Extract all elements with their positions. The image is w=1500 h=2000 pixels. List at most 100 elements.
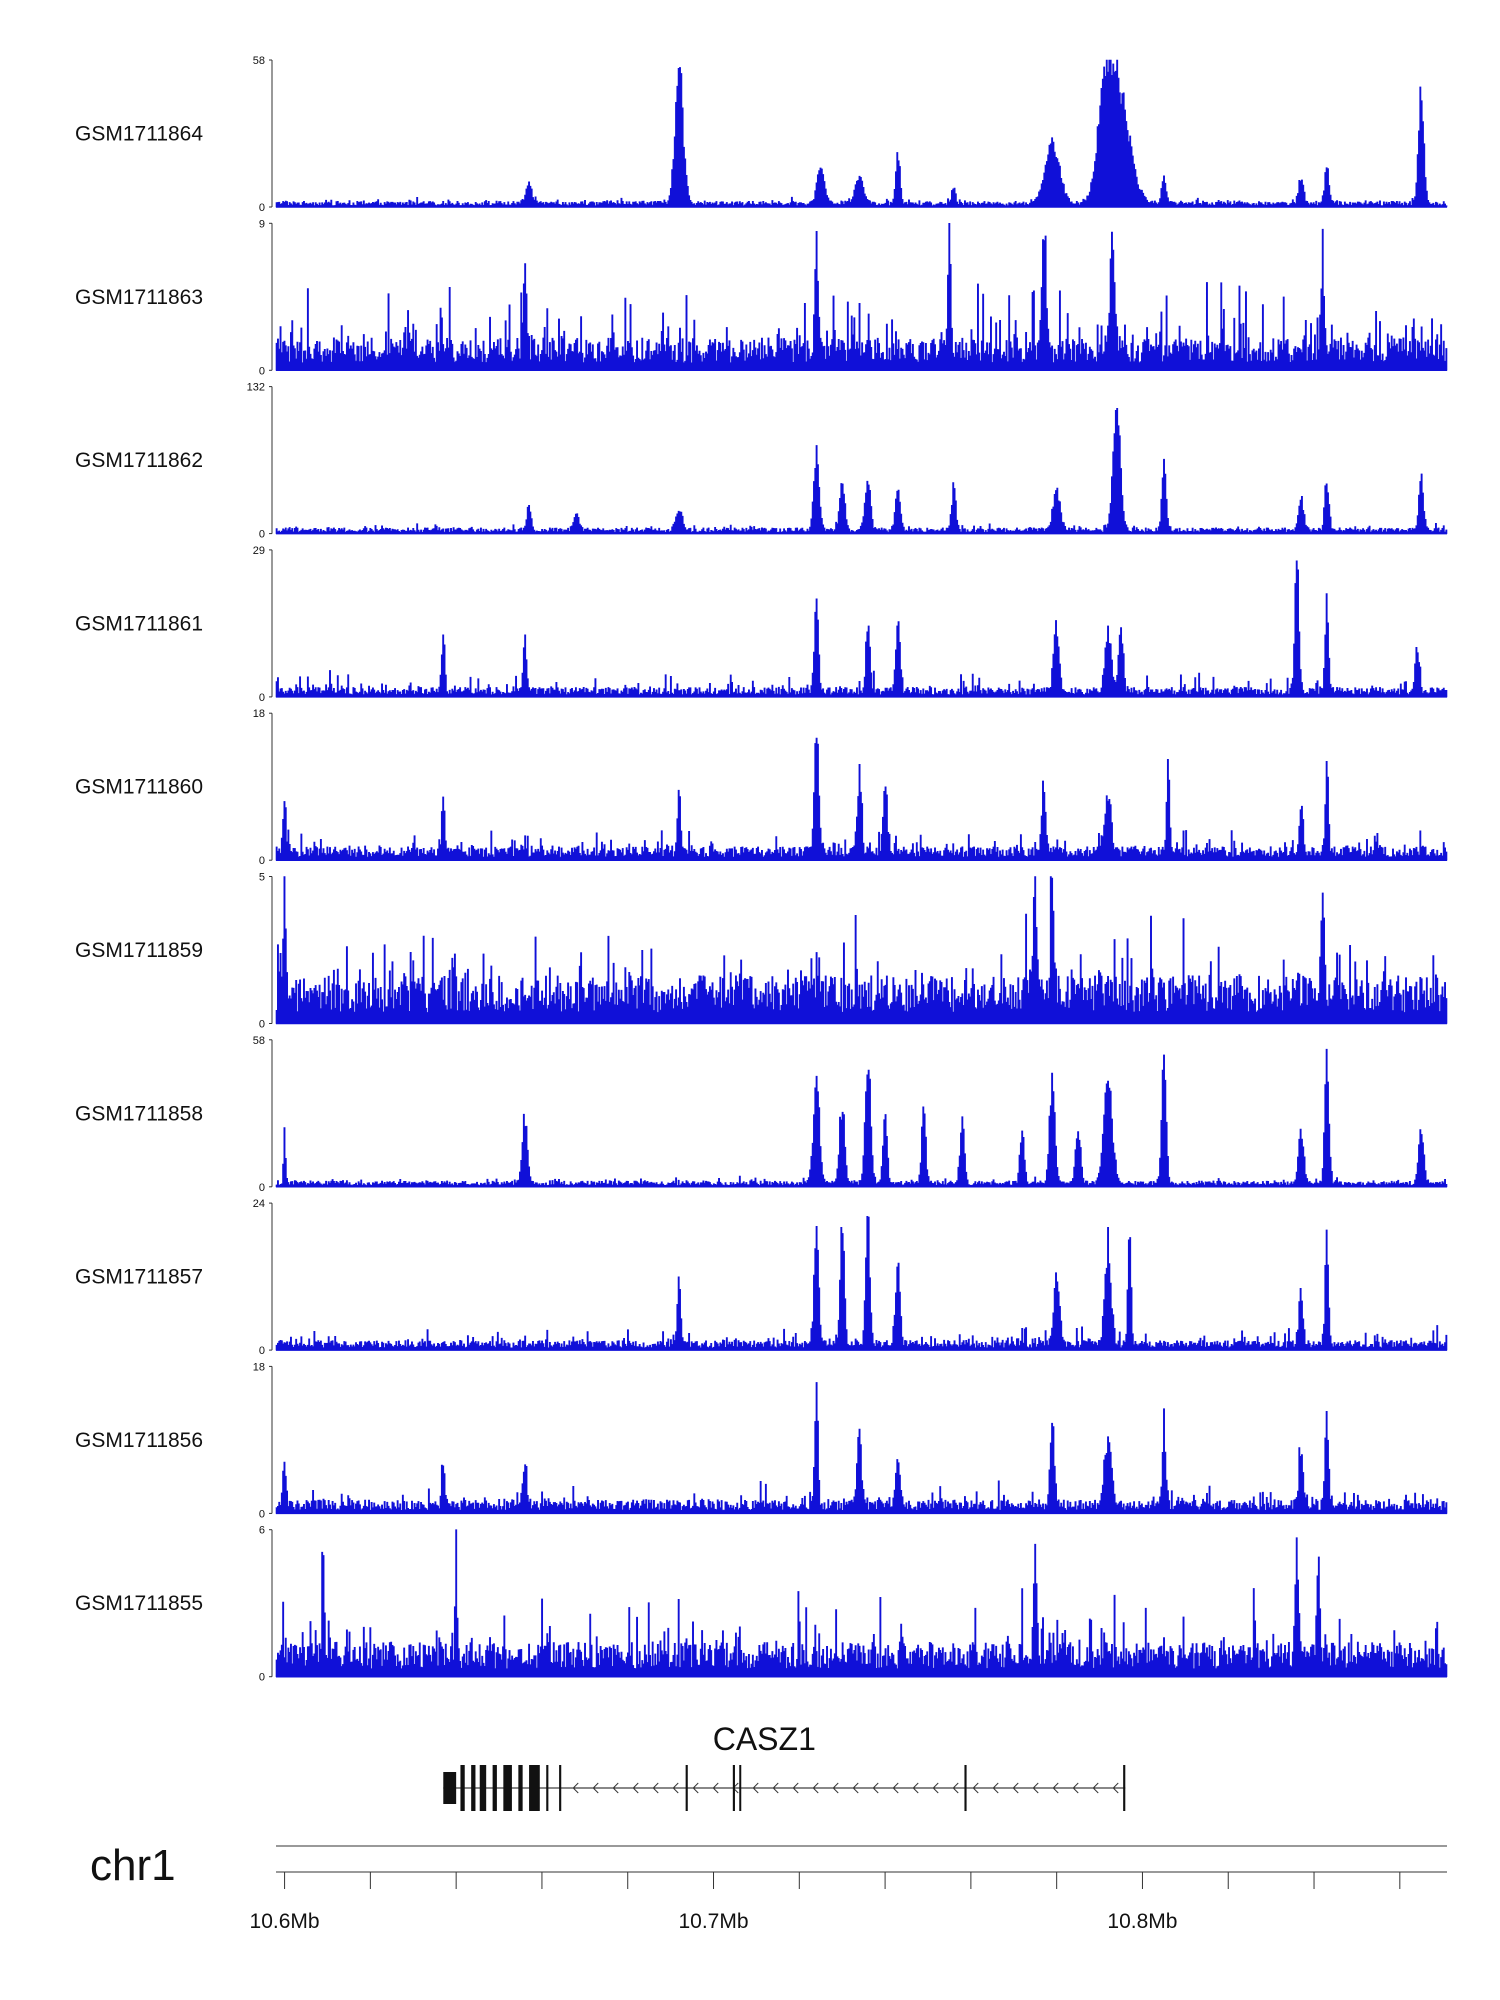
strand-chevron-icon xyxy=(772,1782,779,1794)
gene-name-label: CASZ1 xyxy=(713,1721,816,1757)
track-name-label: GSM1711864 xyxy=(75,123,203,146)
y-max-label: 18 xyxy=(253,1361,265,1373)
strand-chevron-icon xyxy=(592,1782,599,1794)
track-name-label: GSM1711861 xyxy=(75,612,203,635)
strand-chevron-icon xyxy=(612,1782,619,1794)
signal-area xyxy=(275,1216,1448,1351)
strand-chevron-icon xyxy=(852,1782,859,1794)
strand-chevron-icon xyxy=(872,1782,879,1794)
exon-block xyxy=(503,1765,512,1811)
signal-area xyxy=(275,1529,1448,1677)
strand-chevron-icon xyxy=(992,1782,999,1794)
exon-block xyxy=(964,1765,967,1811)
track-name-label: GSM1711863 xyxy=(75,286,203,309)
y-min-label: 0 xyxy=(259,202,265,214)
track-name-label: GSM1711856 xyxy=(75,1429,203,1452)
strand-chevron-icon xyxy=(812,1782,819,1794)
exon-block xyxy=(546,1765,549,1811)
y-min-label: 0 xyxy=(259,855,265,867)
strand-chevron-icon xyxy=(672,1782,679,1794)
track-name-label: GSM1711859 xyxy=(75,939,203,962)
track-GSM1711863: GSM1711863 9 0 xyxy=(75,218,1448,377)
chromosome-axis: chr1 10.6Mb 10.7Mb 10.8Mb xyxy=(90,1841,1447,1933)
y-max-label: 18 xyxy=(253,708,265,720)
strand-chevron-icon xyxy=(1052,1782,1059,1794)
y-min-label: 0 xyxy=(259,1182,265,1194)
exon-block xyxy=(518,1765,523,1811)
y-min-label: 0 xyxy=(259,1345,265,1357)
track-GSM1711858: GSM1711858 58 0 xyxy=(75,1035,1448,1194)
y-max-label: 132 xyxy=(247,382,265,394)
track-name-label: GSM1711862 xyxy=(75,449,203,472)
exon-block xyxy=(739,1765,742,1811)
signal-area xyxy=(275,1048,1448,1188)
strand-chevron-icon xyxy=(752,1782,759,1794)
chromosome-label: chr1 xyxy=(90,1841,176,1890)
track-GSM1711864: GSM1711864 58 0 xyxy=(75,55,1448,214)
y-max-label: 58 xyxy=(253,1035,265,1047)
strand-chevron-icon xyxy=(1032,1782,1039,1794)
track-GSM1711857: GSM1711857 24 0 xyxy=(75,1198,1448,1357)
utr-block xyxy=(443,1772,457,1804)
track-GSM1711861: GSM1711861 29 0 xyxy=(75,545,1448,704)
y-min-label: 0 xyxy=(259,1672,265,1684)
exon-block xyxy=(732,1765,735,1811)
y-max-label: 9 xyxy=(259,218,265,230)
signal-area xyxy=(275,59,1448,208)
strand-chevron-icon xyxy=(632,1782,639,1794)
signal-area xyxy=(275,1382,1448,1514)
strand-chevron-icon xyxy=(912,1782,919,1794)
strand-chevron-icon xyxy=(572,1782,579,1794)
y-max-label: 58 xyxy=(253,55,265,67)
y-max-label: 29 xyxy=(253,545,265,557)
strand-chevron-icon xyxy=(1072,1782,1079,1794)
strand-chevron-icon xyxy=(832,1782,839,1794)
strand-chevron-icon xyxy=(952,1782,959,1794)
strand-chevron-icon xyxy=(652,1782,659,1794)
exon-block xyxy=(685,1765,688,1811)
gene-track: CASZ1 xyxy=(443,1721,1126,1811)
x-tick-label: 10.7Mb xyxy=(678,1910,748,1933)
strand-chevron-icon xyxy=(1092,1782,1099,1794)
exon-block xyxy=(492,1765,497,1811)
y-max-label: 24 xyxy=(253,1198,265,1210)
y-min-label: 0 xyxy=(259,1019,265,1031)
x-tick-label: 10.6Mb xyxy=(250,1910,320,1933)
strand-chevron-icon xyxy=(892,1782,899,1794)
signal-area xyxy=(275,408,1448,534)
exon-block xyxy=(1123,1765,1126,1811)
signal-area xyxy=(275,876,1448,1024)
strand-chevron-icon xyxy=(692,1782,699,1794)
track-GSM1711859: GSM1711859 5 0 xyxy=(75,872,1448,1031)
exon-block xyxy=(529,1765,540,1811)
strand-chevron-icon xyxy=(932,1782,939,1794)
y-min-label: 0 xyxy=(259,365,265,377)
y-min-label: 0 xyxy=(259,692,265,704)
coverage-tracks: GSM1711864580GSM171186390GSM17118621320G… xyxy=(75,55,1448,1684)
signal-area xyxy=(275,223,1448,371)
track-name-label: GSM1711855 xyxy=(75,1592,203,1615)
strand-chevron-icon xyxy=(792,1782,799,1794)
track-GSM1711860: GSM1711860 18 0 xyxy=(75,708,1448,867)
y-min-label: 0 xyxy=(259,1508,265,1520)
y-max-label: 5 xyxy=(259,872,265,884)
strand-chevron-icon xyxy=(712,1782,719,1794)
track-GSM1711862: GSM1711862 132 0 xyxy=(75,382,1448,541)
track-GSM1711855: GSM1711855 6 0 xyxy=(75,1525,1448,1684)
strand-chevron-icon xyxy=(972,1782,979,1794)
track-GSM1711856: GSM1711856 18 0 xyxy=(75,1361,1448,1520)
track-name-label: GSM1711860 xyxy=(75,776,203,799)
track-name-label: GSM1711858 xyxy=(75,1102,203,1125)
y-max-label: 6 xyxy=(259,1525,265,1537)
signal-area xyxy=(275,737,1448,861)
exon-block xyxy=(460,1765,465,1811)
exon-block xyxy=(559,1765,562,1811)
strand-chevron-icon xyxy=(1012,1782,1019,1794)
x-tick-label: 10.8Mb xyxy=(1107,1910,1177,1933)
track-name-label: GSM1711857 xyxy=(75,1266,203,1289)
exon-block xyxy=(479,1765,487,1811)
exon-block xyxy=(471,1765,476,1811)
y-min-label: 0 xyxy=(259,529,265,541)
signal-area xyxy=(275,560,1448,698)
